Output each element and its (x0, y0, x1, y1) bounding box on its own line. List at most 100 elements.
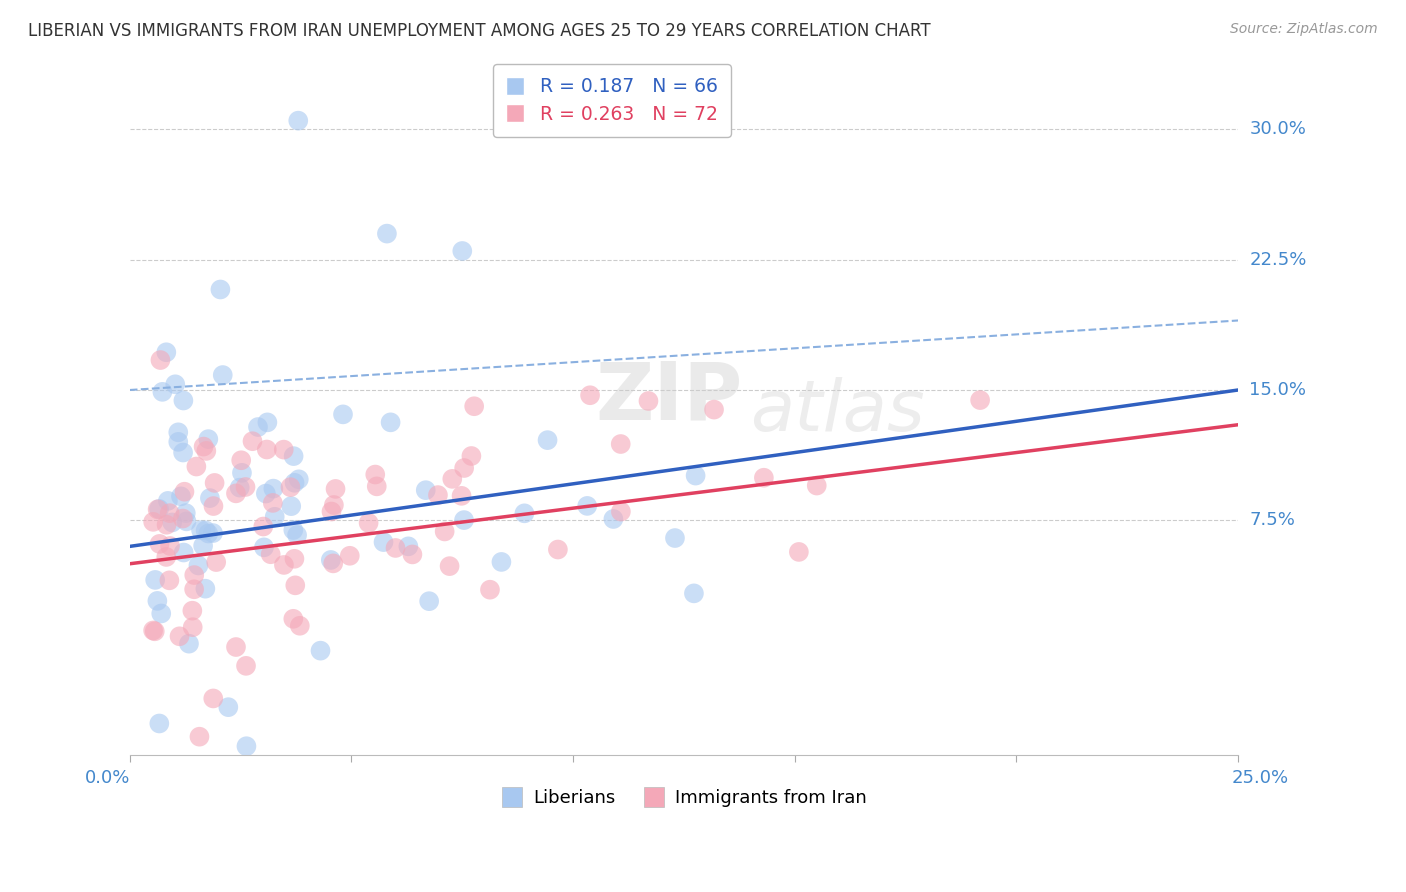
Point (252, 519, 274, 533)
Point (547, 542, 569, 557)
Point (242, 434, 264, 449)
Point (309, 643, 332, 657)
Point (142, 515, 165, 529)
Point (453, 513, 475, 527)
Point (664, 531, 686, 545)
Point (460, 449, 482, 463)
Point (263, 509, 285, 524)
Point (202, 526, 225, 541)
Point (806, 478, 828, 492)
Point (576, 499, 599, 513)
Point (159, 506, 181, 520)
Point (146, 502, 169, 516)
Point (160, 516, 183, 530)
Point (155, 549, 177, 564)
Point (157, 574, 180, 588)
Point (357, 516, 380, 530)
Text: atlas: atlas (751, 377, 925, 446)
Point (262, 482, 284, 496)
Point (150, 384, 173, 399)
Point (579, 388, 602, 402)
Point (183, 582, 205, 597)
Point (247, 420, 270, 434)
Text: 22.5%: 22.5% (1250, 251, 1306, 268)
Point (273, 558, 295, 572)
Point (186, 459, 208, 474)
Point (287, 113, 309, 128)
Point (339, 549, 361, 563)
Point (165, 377, 187, 392)
Point (384, 541, 406, 555)
Point (610, 505, 633, 519)
Point (415, 483, 437, 498)
Point (256, 442, 278, 457)
Point (183, 568, 205, 582)
Point (332, 408, 354, 422)
Point (197, 432, 219, 446)
Text: 0.0%: 0.0% (84, 769, 131, 787)
Text: 25.0%: 25.0% (1232, 769, 1289, 787)
Point (373, 535, 395, 549)
Text: 30.0%: 30.0% (1250, 120, 1306, 138)
Point (202, 691, 225, 706)
Point (322, 498, 344, 512)
Point (148, 716, 170, 731)
Point (285, 528, 308, 542)
Point (478, 582, 501, 597)
Point (426, 488, 449, 502)
Point (288, 619, 311, 633)
Point (463, 399, 485, 413)
Point (262, 496, 284, 510)
Point (254, 486, 277, 500)
Point (969, 393, 991, 408)
Point (280, 499, 302, 513)
Point (637, 394, 659, 409)
Point (172, 445, 194, 459)
Point (167, 425, 190, 440)
Point (253, 541, 276, 555)
Point (146, 594, 169, 608)
Point (283, 551, 305, 566)
Point (190, 523, 212, 537)
Point (375, 227, 398, 241)
Point (321, 504, 343, 518)
Point (143, 573, 166, 587)
Point (450, 489, 472, 503)
Point (194, 524, 217, 538)
Point (235, 480, 257, 494)
Text: ZIP: ZIP (595, 359, 742, 437)
Point (198, 491, 221, 505)
Point (235, 739, 257, 754)
Point (609, 437, 631, 451)
Point (217, 700, 239, 714)
Point (284, 475, 307, 490)
Point (536, 433, 558, 447)
Point (204, 475, 226, 490)
Point (401, 548, 423, 562)
Point (194, 582, 217, 596)
Point (170, 489, 193, 503)
Point (322, 557, 344, 571)
Point (155, 345, 177, 359)
Point (283, 449, 305, 463)
Point (148, 502, 170, 516)
Point (280, 480, 302, 494)
Point (187, 558, 209, 573)
Point (273, 442, 295, 457)
Point (513, 506, 536, 520)
Legend: Liberians, Immigrants from Iran: Liberians, Immigrants from Iran (494, 782, 875, 814)
Point (209, 283, 232, 297)
Point (787, 545, 810, 559)
Point (172, 511, 194, 525)
Point (177, 637, 200, 651)
Point (169, 629, 191, 643)
Point (148, 537, 170, 551)
Point (193, 440, 215, 454)
Point (433, 524, 456, 539)
Point (195, 444, 218, 458)
Point (155, 517, 177, 532)
Point (176, 514, 198, 528)
Point (319, 553, 342, 567)
Point (150, 607, 173, 621)
Point (197, 526, 219, 541)
